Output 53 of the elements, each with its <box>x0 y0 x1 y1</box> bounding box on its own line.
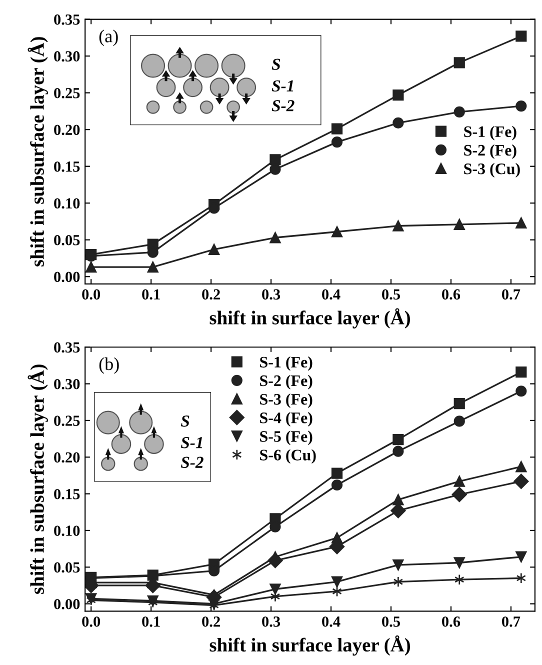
x-tick-label: 0.6 <box>442 616 460 627</box>
annotation: (a) <box>99 30 118 46</box>
y-tick-label: 0.05 <box>54 562 80 573</box>
annotation: S-2 <box>272 100 294 112</box>
x-tick-label: 0.2 <box>202 289 220 300</box>
x-tick-label: 0.6 <box>442 289 460 300</box>
legend-label: S-1 (Fe) <box>260 356 312 371</box>
x-tick-label: 0.0 <box>82 616 100 627</box>
legend-label: S-4 (Fe) <box>260 412 312 427</box>
annotation: S <box>180 416 190 427</box>
y-axis-title: shift in subsurface layer (Å) <box>28 364 48 594</box>
x-tick-label: 0.7 <box>502 616 520 627</box>
x-tick-label: 0.4 <box>322 289 340 300</box>
y-tick-label: 0.30 <box>54 51 80 62</box>
legend-label: S-3 (Cu) <box>464 163 520 178</box>
x-tick-label: 0.1 <box>142 289 160 300</box>
y-tick-label: 0.20 <box>54 452 80 463</box>
y-tick-label: 0.30 <box>54 378 80 390</box>
x-axis-title: shift in surface layer (Å) <box>210 635 410 656</box>
x-tick-label: 0.3 <box>262 289 280 300</box>
x-axis-title: shift in surface layer (Å) <box>210 308 410 328</box>
y-tick-label: 0.10 <box>54 198 80 209</box>
annotation: (b) <box>99 357 119 374</box>
annotation: S-1 <box>180 437 202 448</box>
y-tick-label: 0.15 <box>54 161 80 172</box>
y-tick-label: 0.35 <box>54 342 80 353</box>
y-tick-label: 0.15 <box>54 488 80 500</box>
legend-label: S-6 (Cu) <box>260 449 316 464</box>
x-tick-label: 0.0 <box>82 289 100 300</box>
x-tick-label: 0.4 <box>322 616 340 627</box>
x-tick-label: 0.5 <box>382 289 400 300</box>
x-tick-label: 0.1 <box>142 616 160 627</box>
legend-label: S-3 (Fe) <box>260 393 312 408</box>
y-tick-label: 0.20 <box>54 124 80 136</box>
x-tick-label: 0.7 <box>502 289 520 300</box>
annotation: S-1 <box>272 80 294 92</box>
legend-label: S-1 (Fe) <box>464 126 516 140</box>
legend-label: S-2 (Fe) <box>464 144 516 159</box>
y-axis-title: shift in subsurface layer (Å) <box>28 37 48 266</box>
legend-label: S-2 (Fe) <box>260 374 312 390</box>
y-tick-label: 0.05 <box>54 234 80 246</box>
legend-label: S-5 (Fe) <box>260 430 312 446</box>
y-tick-label: 0.25 <box>54 416 80 426</box>
x-tick-label: 0.5 <box>382 616 400 627</box>
y-tick-label: 0.35 <box>54 14 80 25</box>
y-tick-label: 0.00 <box>54 598 80 610</box>
x-tick-label: 0.3 <box>262 616 280 627</box>
annotation: S-2 <box>180 456 204 468</box>
y-tick-label: 0.25 <box>54 88 80 98</box>
y-tick-label: 0.10 <box>54 526 80 536</box>
x-tick-label: 0.2 <box>202 616 220 627</box>
annotation: S <box>272 58 280 70</box>
y-tick-label: 0.00 <box>54 272 80 282</box>
